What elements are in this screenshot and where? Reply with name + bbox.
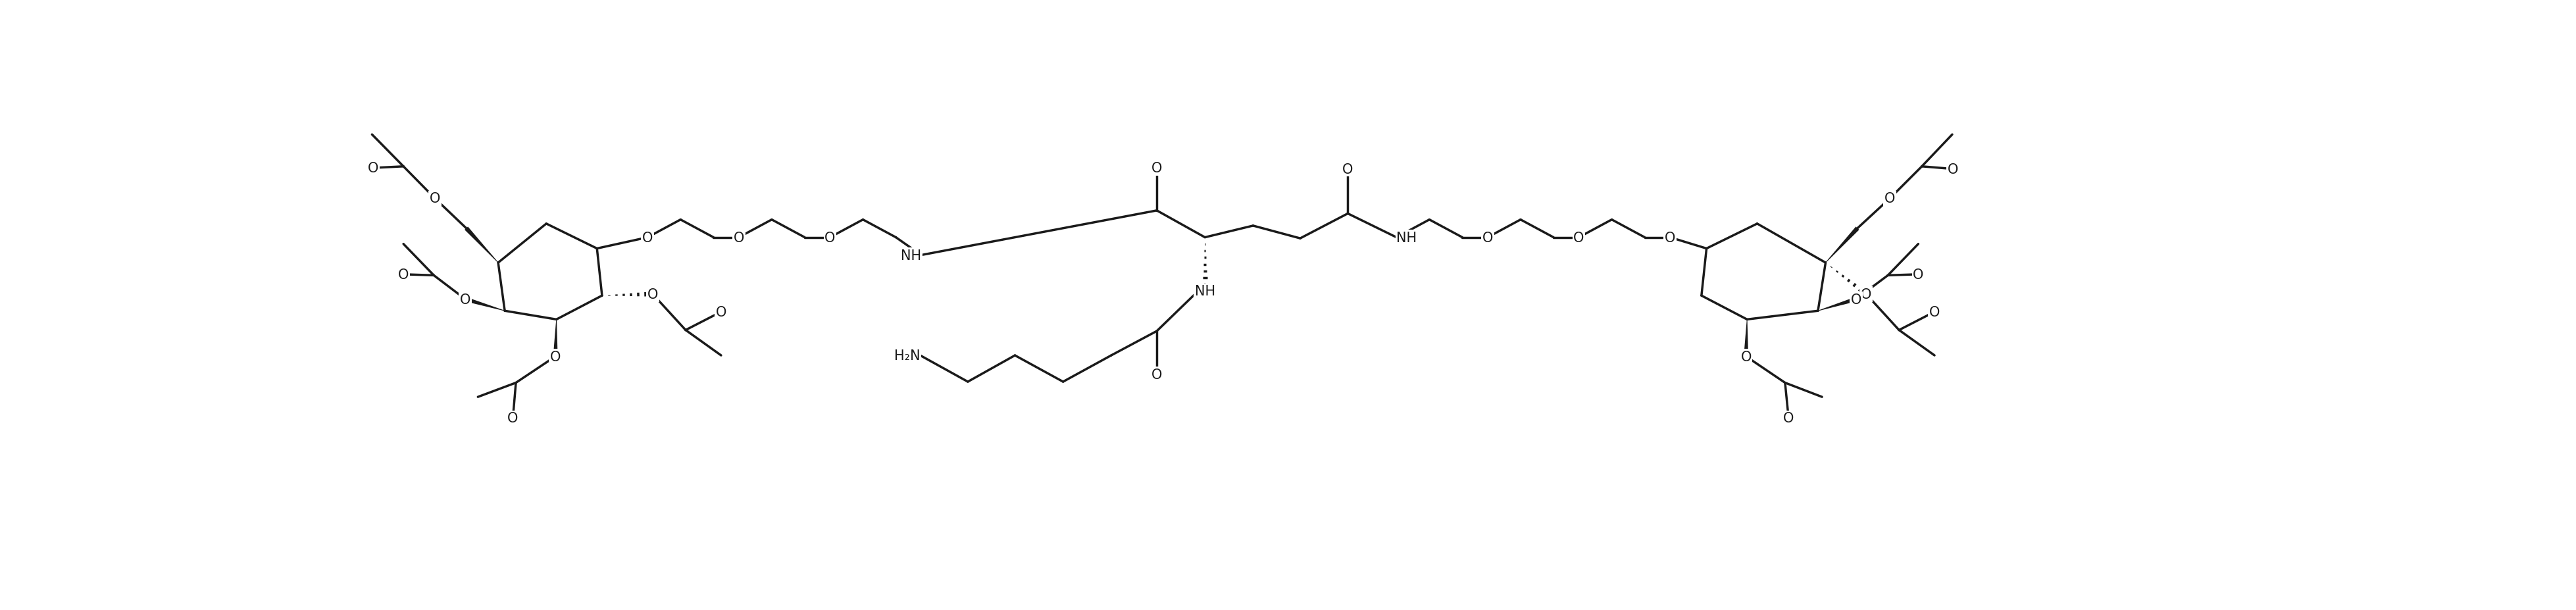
Text: O: O — [1850, 293, 1862, 306]
Polygon shape — [1826, 227, 1860, 263]
Text: O: O — [1886, 192, 1896, 206]
Text: O: O — [1783, 412, 1793, 425]
Text: O: O — [1574, 231, 1584, 244]
Text: NH: NH — [1396, 231, 1417, 244]
Polygon shape — [554, 320, 556, 357]
Text: O: O — [461, 293, 471, 306]
Polygon shape — [464, 227, 497, 263]
Polygon shape — [1819, 297, 1857, 311]
Text: O: O — [1664, 231, 1674, 244]
Text: O: O — [1151, 162, 1162, 175]
Text: O: O — [1929, 306, 1940, 318]
Text: O: O — [1860, 288, 1873, 301]
Text: O: O — [507, 412, 518, 425]
Text: O: O — [1947, 163, 1958, 176]
Text: O: O — [1741, 350, 1752, 363]
Text: O: O — [551, 350, 562, 363]
Text: O: O — [430, 192, 440, 206]
Text: O: O — [641, 231, 652, 244]
Text: O: O — [368, 162, 379, 175]
Text: O: O — [734, 231, 744, 244]
Text: O: O — [399, 268, 410, 281]
Text: O: O — [824, 231, 835, 244]
Text: O: O — [1481, 231, 1494, 244]
Text: O: O — [647, 288, 657, 301]
Text: O: O — [716, 306, 726, 318]
Text: O: O — [1342, 163, 1352, 176]
Text: NH: NH — [902, 249, 922, 262]
Polygon shape — [464, 297, 505, 311]
Text: O: O — [1914, 268, 1924, 281]
Text: O: O — [1151, 368, 1162, 381]
Polygon shape — [1744, 320, 1749, 357]
Text: H₂N: H₂N — [894, 349, 920, 362]
Text: NH: NH — [1195, 285, 1216, 298]
